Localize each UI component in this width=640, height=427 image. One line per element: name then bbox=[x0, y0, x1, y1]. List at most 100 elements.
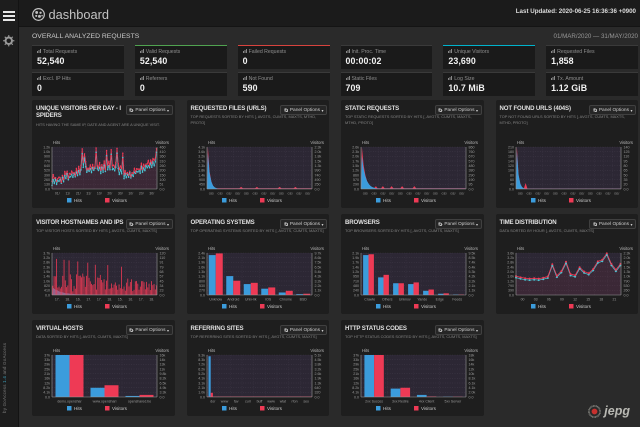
svg-text:100: 100 bbox=[160, 177, 166, 181]
svg-text:GE/: GE/ bbox=[526, 191, 531, 195]
svg-text:00: 00 bbox=[520, 297, 524, 301]
svg-text:0.0: 0.0 bbox=[200, 395, 205, 399]
svg-text:GE/: GE/ bbox=[217, 191, 222, 195]
svg-text:290: 290 bbox=[469, 173, 475, 177]
svg-text:GE/: GE/ bbox=[544, 191, 549, 195]
svg-text:0.0: 0.0 bbox=[314, 187, 319, 191]
svg-text:1.4k: 1.4k bbox=[352, 265, 359, 269]
svg-text:1.1k: 1.1k bbox=[198, 274, 205, 278]
svg-text:18.: 18. bbox=[150, 297, 155, 301]
svg-text:Visitors: Visitors bbox=[112, 198, 128, 203]
svg-text:2.4k: 2.4k bbox=[198, 251, 205, 255]
svg-text:37k: 37k bbox=[44, 353, 50, 357]
svg-text:Visitors: Visitors bbox=[465, 348, 479, 353]
svg-text:Visitors: Visitors bbox=[267, 198, 283, 203]
svg-text:GE/: GE/ bbox=[450, 191, 455, 195]
svg-text:3.2k: 3.2k bbox=[469, 279, 476, 283]
svg-text:2.1k: 2.1k bbox=[469, 283, 476, 287]
svg-text:480: 480 bbox=[353, 283, 359, 287]
svg-text:820: 820 bbox=[44, 283, 50, 287]
svg-text:2.1k: 2.1k bbox=[352, 251, 359, 255]
svg-text:9.5k: 9.5k bbox=[469, 251, 476, 255]
svg-text:GE/: GE/ bbox=[614, 191, 619, 195]
svg-text:GE/: GE/ bbox=[261, 191, 266, 195]
svg-text:51: 51 bbox=[160, 182, 164, 186]
svg-text:860: 860 bbox=[353, 173, 359, 177]
svg-text:8.6k: 8.6k bbox=[314, 255, 321, 259]
svg-text:23: 23 bbox=[160, 288, 164, 292]
svg-text:9.7k: 9.7k bbox=[314, 251, 321, 255]
svg-text:www: www bbox=[220, 399, 228, 403]
svg-text:4.1k: 4.1k bbox=[43, 390, 50, 394]
svg-text:2.0k: 2.0k bbox=[507, 269, 514, 273]
svg-text:12k: 12k bbox=[44, 381, 50, 385]
svg-text:1.2k: 1.2k bbox=[43, 145, 50, 149]
svg-text:16k: 16k bbox=[160, 353, 166, 357]
svg-text:Unknow: Unknow bbox=[209, 297, 222, 301]
svg-text:17.: 17. bbox=[97, 297, 102, 301]
svg-text:490: 490 bbox=[314, 177, 320, 181]
svg-text:390: 390 bbox=[44, 173, 50, 177]
svg-text:21k: 21k bbox=[44, 371, 50, 375]
svg-text:GE/: GE/ bbox=[278, 191, 283, 195]
svg-text:150: 150 bbox=[160, 173, 166, 177]
svg-text:130: 130 bbox=[44, 182, 50, 186]
svg-text:740: 740 bbox=[314, 173, 320, 177]
svg-text:45: 45 bbox=[160, 279, 164, 283]
svg-text:buff: buff bbox=[256, 399, 262, 403]
svg-text:Visitors: Visitors bbox=[619, 246, 633, 251]
svg-text:2.8k: 2.8k bbox=[43, 260, 50, 264]
svg-text:30/: 30/ bbox=[118, 191, 123, 195]
svg-text:710: 710 bbox=[353, 279, 359, 283]
svg-text:Crawle: Crawle bbox=[365, 297, 376, 301]
svg-text:380: 380 bbox=[469, 168, 475, 172]
svg-text:17.: 17. bbox=[139, 297, 144, 301]
svg-text:0.0: 0.0 bbox=[623, 293, 628, 297]
svg-text:900: 900 bbox=[199, 177, 205, 181]
svg-text:2.6k: 2.6k bbox=[352, 145, 359, 149]
svg-text:1.1k: 1.1k bbox=[314, 288, 321, 292]
svg-text:0.0: 0.0 bbox=[509, 187, 514, 191]
svg-text:35: 35 bbox=[623, 177, 627, 181]
svg-text:68: 68 bbox=[160, 269, 164, 273]
svg-text:3xx Redire: 3xx Redire bbox=[392, 399, 409, 403]
svg-text:0.0: 0.0 bbox=[45, 395, 50, 399]
svg-text:1.8k: 1.8k bbox=[314, 154, 321, 158]
svg-text:790: 790 bbox=[508, 283, 514, 287]
svg-text:450: 450 bbox=[199, 182, 205, 186]
svg-text:10/: 10/ bbox=[97, 191, 102, 195]
svg-text:31/: 31/ bbox=[87, 191, 92, 195]
svg-text:3.2k: 3.2k bbox=[314, 279, 321, 283]
svg-text:2.0k: 2.0k bbox=[469, 390, 476, 394]
svg-text:20/: 20/ bbox=[108, 191, 113, 195]
svg-text:curl: curl bbox=[245, 399, 251, 403]
svg-text:95: 95 bbox=[623, 159, 627, 163]
svg-text:4.3k: 4.3k bbox=[314, 274, 321, 278]
svg-text:1.6k: 1.6k bbox=[507, 274, 514, 278]
svg-text:Hits: Hits bbox=[53, 140, 60, 145]
svg-text:0.0: 0.0 bbox=[509, 293, 514, 297]
svg-text:21: 21 bbox=[612, 297, 616, 301]
svg-text:fav: fav bbox=[234, 399, 239, 403]
svg-text:110: 110 bbox=[160, 255, 166, 259]
svg-text:120: 120 bbox=[160, 251, 166, 255]
svg-text:110: 110 bbox=[623, 154, 629, 158]
svg-text:3.3k: 3.3k bbox=[160, 390, 167, 394]
svg-text:2.0k: 2.0k bbox=[352, 154, 359, 158]
svg-text:6.2k: 6.2k bbox=[198, 367, 205, 371]
svg-text:Hits: Hits bbox=[229, 304, 238, 309]
svg-text:0.0: 0.0 bbox=[45, 293, 50, 297]
svg-text:4.5k: 4.5k bbox=[314, 357, 321, 361]
svg-text:openshared.be: openshared.be bbox=[128, 399, 151, 403]
svg-text:1.3k: 1.3k bbox=[623, 269, 630, 273]
svg-text:Visitors: Visitors bbox=[156, 140, 170, 145]
svg-text:GE/: GE/ bbox=[587, 191, 592, 195]
svg-text:Hits: Hits bbox=[208, 246, 215, 251]
svg-text:8.1k: 8.1k bbox=[469, 376, 476, 380]
svg-text:640: 640 bbox=[314, 385, 320, 389]
svg-text:20/: 20/ bbox=[139, 191, 144, 195]
svg-text:Hits: Hits bbox=[74, 406, 83, 411]
svg-text:2.2k: 2.2k bbox=[314, 283, 321, 287]
svg-text:2.3k: 2.3k bbox=[43, 265, 50, 269]
svg-text:770: 770 bbox=[44, 159, 50, 163]
